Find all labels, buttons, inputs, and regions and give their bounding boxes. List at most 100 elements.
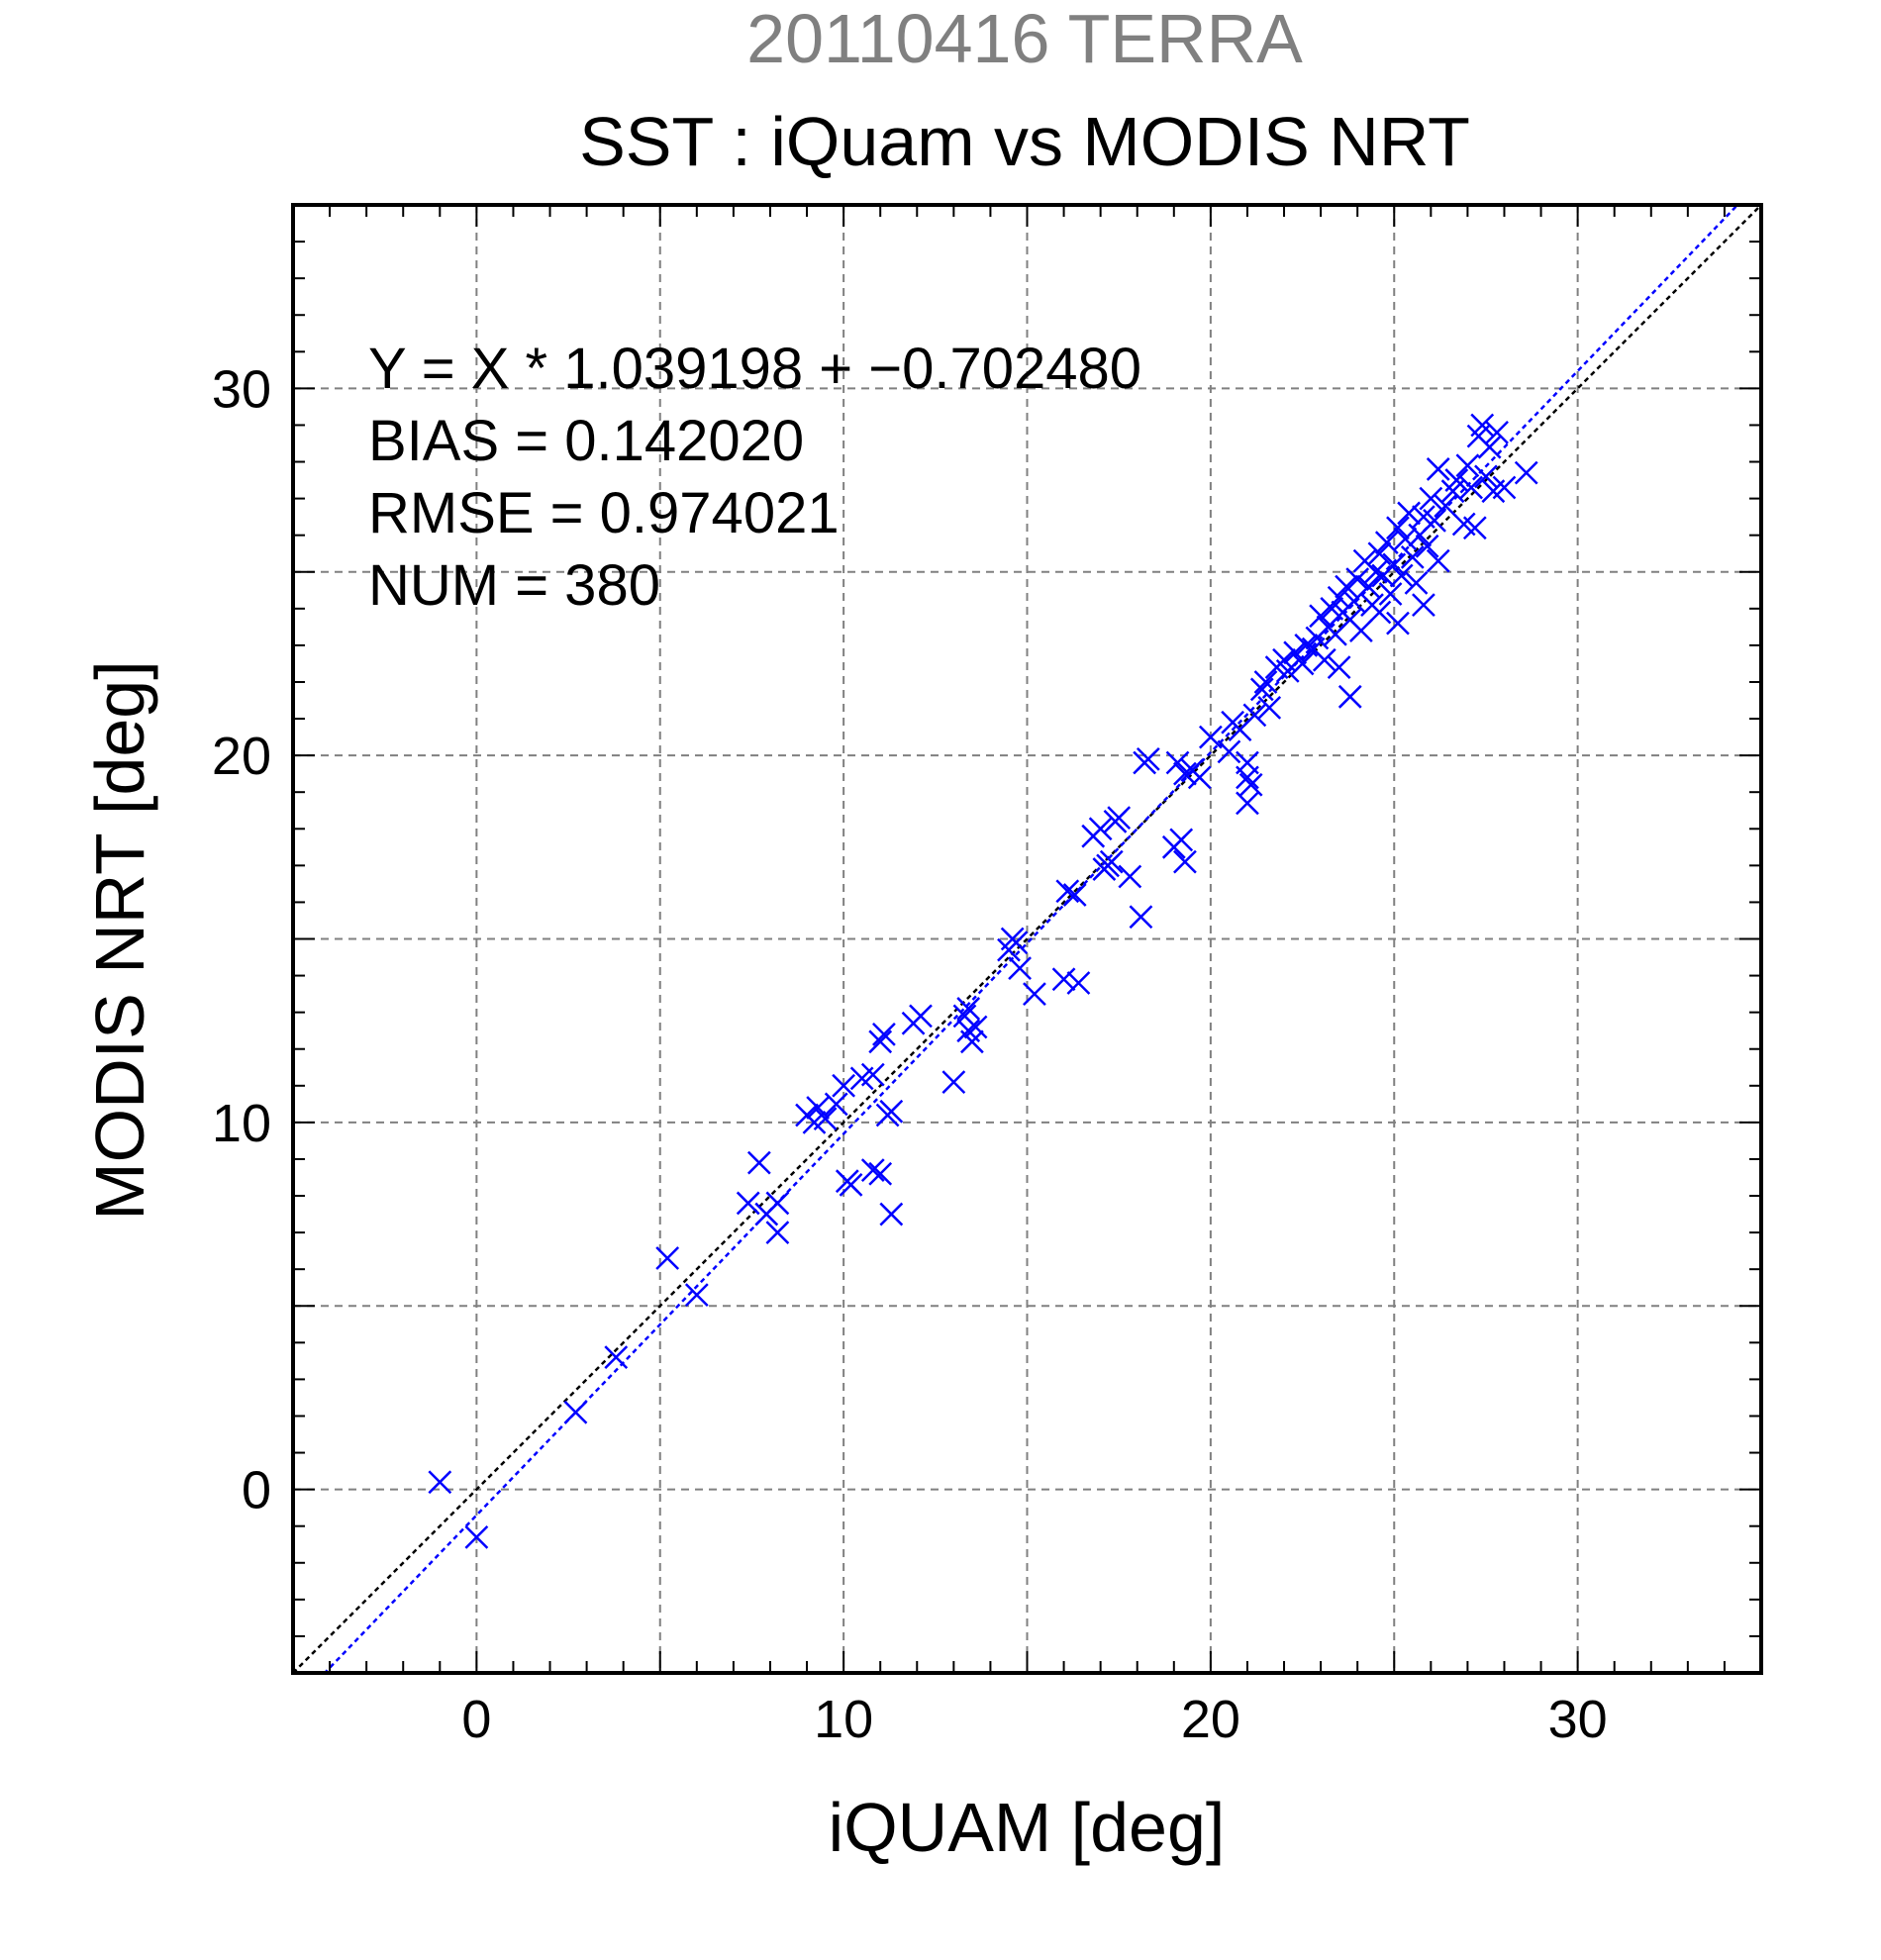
data-point [1397, 501, 1421, 526]
data-point [1290, 651, 1315, 676]
data-point [1283, 640, 1308, 665]
data-point [1367, 600, 1392, 625]
data-point [1412, 593, 1436, 618]
data-point [1173, 849, 1197, 874]
data-points [428, 413, 1538, 1549]
data-point [765, 1221, 790, 1244]
data-point [1470, 413, 1495, 438]
data-point [1004, 931, 1029, 955]
data-point [1238, 772, 1263, 797]
data-point [909, 1004, 933, 1029]
stats-annotation: NUM = 380 [368, 553, 660, 618]
grid-lines [293, 205, 1761, 1673]
data-point [765, 1191, 790, 1216]
stats-annotation: Y = X * 1.039198 + −0.702480 [368, 337, 1141, 401]
x-tick-label: 20 [1181, 1690, 1240, 1749]
data-point [1374, 531, 1399, 554]
data-point [1236, 765, 1259, 790]
data-point [1118, 864, 1142, 889]
data-point [1356, 574, 1381, 599]
data-point [1169, 828, 1194, 852]
data-point [1382, 552, 1407, 577]
x-tick-label: 0 [461, 1690, 491, 1749]
data-point [1187, 765, 1212, 790]
data-point [1051, 967, 1076, 992]
data-point [1363, 559, 1388, 584]
data-point [464, 1524, 489, 1549]
data-point [1462, 516, 1487, 540]
data-point [868, 1029, 893, 1054]
data-point [1400, 545, 1425, 569]
data-point [1378, 582, 1403, 606]
data-point [868, 1161, 893, 1186]
data-point [1393, 527, 1418, 551]
data-point [1389, 563, 1414, 588]
y-tick-label: 30 [212, 359, 271, 419]
data-point [1275, 658, 1300, 683]
data-point [1129, 905, 1153, 930]
data-point [1492, 475, 1517, 500]
data-point [1434, 494, 1458, 518]
data-point [879, 1202, 904, 1226]
data-point [1066, 971, 1091, 995]
data-point [872, 1023, 896, 1046]
stats-annotation: BIAS = 0.142020 [368, 409, 804, 473]
data-point [1173, 761, 1197, 786]
stats-annotations: Y = X * 1.039198 + −0.702480 BIAS = 0.142… [368, 337, 1141, 618]
data-point [1345, 567, 1370, 592]
data-point [1423, 508, 1446, 533]
data-point [604, 1345, 629, 1370]
data-point [1309, 604, 1333, 629]
data-point [860, 1062, 885, 1087]
data-point [1444, 468, 1469, 492]
data-point [1426, 548, 1450, 573]
y-tick-label: 10 [212, 1094, 271, 1153]
data-point [1257, 696, 1282, 720]
x-tick-label: 30 [1548, 1690, 1608, 1749]
data-point [736, 1191, 760, 1216]
data-point [1242, 703, 1267, 728]
data-point [1474, 464, 1498, 489]
data-point [1099, 849, 1124, 874]
data-point [1198, 725, 1223, 749]
data-point [956, 997, 981, 1021]
data-point [655, 1246, 680, 1270]
data-point [746, 1150, 771, 1175]
data-point [839, 1173, 863, 1197]
y-tick-label: 20 [212, 727, 271, 786]
identity-line [293, 205, 1761, 1673]
data-point [1236, 791, 1259, 816]
x-tick-label: 10 [814, 1690, 873, 1749]
data-point [1165, 750, 1190, 775]
data-point [1327, 585, 1351, 610]
data-point [1514, 460, 1538, 485]
data-point [1348, 619, 1373, 642]
data-point [1136, 746, 1160, 771]
data-point [1426, 457, 1450, 481]
plot-frame [291, 203, 1763, 1675]
data-point [1419, 486, 1443, 511]
data-point [806, 1096, 831, 1120]
data-point [1477, 435, 1502, 459]
data-point [428, 1470, 452, 1495]
data-point [1023, 982, 1046, 1006]
data-point [1008, 956, 1032, 981]
tick-labels: 0 10 20 30 0 10 20 30 [212, 359, 1608, 1749]
data-point [1312, 647, 1336, 672]
data-point [1253, 670, 1278, 694]
data-point [563, 1400, 588, 1424]
data-point [1088, 817, 1113, 841]
data-point [1367, 541, 1392, 566]
data-point [860, 1158, 885, 1182]
fit-line [323, 205, 1739, 1673]
regression-lines [293, 205, 1761, 1673]
data-point [832, 1073, 856, 1098]
data-point [1337, 684, 1362, 709]
data-point [1107, 806, 1132, 831]
data-point [1217, 739, 1241, 764]
data-point [1327, 655, 1351, 680]
data-point [963, 1015, 988, 1039]
data-point [1455, 453, 1480, 478]
data-point [1485, 420, 1509, 444]
